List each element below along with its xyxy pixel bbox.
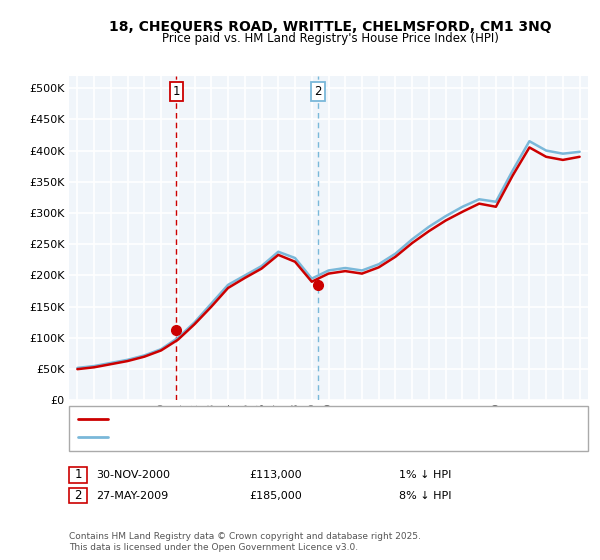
Text: £185,000: £185,000 xyxy=(249,491,302,501)
Text: 1: 1 xyxy=(74,468,82,482)
Text: 2: 2 xyxy=(74,489,82,502)
Text: Contains HM Land Registry data © Crown copyright and database right 2025.
This d: Contains HM Land Registry data © Crown c… xyxy=(69,532,421,552)
Text: 1: 1 xyxy=(173,85,180,97)
Text: 18, CHEQUERS ROAD, WRITTLE, CHELMSFORD, CM1 3NQ (semi-detached house): 18, CHEQUERS ROAD, WRITTLE, CHELMSFORD, … xyxy=(114,413,517,423)
Text: HPI: Average price, semi-detached house, Chelmsford: HPI: Average price, semi-detached house,… xyxy=(114,432,383,442)
Text: Price paid vs. HM Land Registry's House Price Index (HPI): Price paid vs. HM Land Registry's House … xyxy=(161,32,499,45)
Text: 18, CHEQUERS ROAD, WRITTLE, CHELMSFORD, CM1 3NQ: 18, CHEQUERS ROAD, WRITTLE, CHELMSFORD, … xyxy=(109,20,551,34)
Text: £113,000: £113,000 xyxy=(249,470,302,480)
Text: 30-NOV-2000: 30-NOV-2000 xyxy=(96,470,170,480)
Text: 27-MAY-2009: 27-MAY-2009 xyxy=(96,491,168,501)
Text: 8% ↓ HPI: 8% ↓ HPI xyxy=(399,491,452,501)
Text: 2: 2 xyxy=(314,85,322,97)
Text: 1% ↓ HPI: 1% ↓ HPI xyxy=(399,470,451,480)
